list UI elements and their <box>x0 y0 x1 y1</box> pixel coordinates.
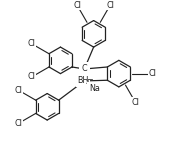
Text: Na: Na <box>89 84 100 93</box>
Text: 2: 2 <box>86 80 89 85</box>
Text: BH: BH <box>77 76 89 85</box>
Text: Cl: Cl <box>28 72 36 82</box>
Text: Cl: Cl <box>28 39 36 48</box>
Text: Cl: Cl <box>15 119 22 128</box>
Text: Cl: Cl <box>73 1 81 10</box>
Text: Cl: Cl <box>15 86 22 95</box>
Text: −: − <box>86 75 93 84</box>
Text: Cl: Cl <box>132 98 139 107</box>
Text: C: C <box>82 65 87 73</box>
Text: Cl: Cl <box>148 69 156 78</box>
Text: Cl: Cl <box>106 1 114 10</box>
